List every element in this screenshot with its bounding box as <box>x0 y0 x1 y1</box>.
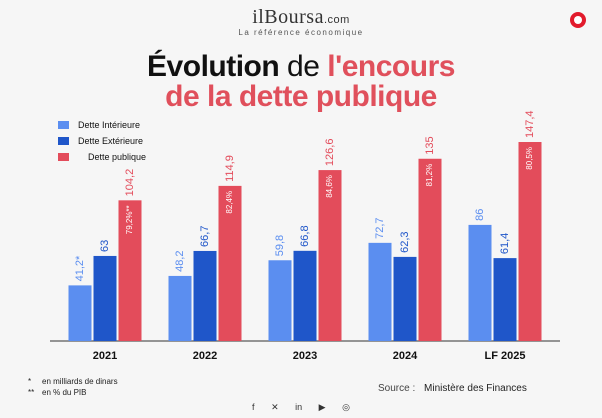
pib-percent-label: 81,2% <box>425 164 434 187</box>
bar-dette-publique <box>318 170 342 341</box>
footnotes: * en milliards de dinars ** en % du PIB <box>28 376 118 398</box>
legend-item-dette-publique: Dette publique <box>58 149 146 165</box>
pib-percent-label: 79,2%** <box>125 205 134 234</box>
x-tick-label: 2021 <box>93 350 117 362</box>
footnote-marker: * <box>28 377 32 386</box>
bar-value-label: 59,8 <box>274 235 286 256</box>
bar-value-label: 114,9 <box>224 155 236 182</box>
bar-value-label: 48,2 <box>174 251 186 272</box>
page-title: Évolution de l'encours <box>0 52 602 82</box>
facebook-icon[interactable]: f <box>252 402 255 412</box>
brand-logo[interactable]: ilBoursa.com <box>0 6 602 29</box>
social-links: f ✕ in ▶ ◎ <box>0 402 602 413</box>
bar-dette-exterieure <box>193 250 217 341</box>
bar-value-label: 126,6 <box>324 139 336 167</box>
footnote-marker: ** <box>28 388 35 397</box>
pib-percent-label: 84,6% <box>325 175 334 198</box>
brand-name: ilBoursa <box>252 6 324 28</box>
brand-suffix: .com <box>323 14 350 26</box>
bar-value-label: 66,8 <box>299 225 311 246</box>
source-label: Source : <box>378 383 416 394</box>
title-part2: de <box>287 50 320 83</box>
bar-dette-publique <box>518 142 542 341</box>
bar-dette-publique <box>118 200 142 341</box>
legend-swatch <box>58 121 69 129</box>
bar-dette-exterieure <box>393 256 417 341</box>
bar-dette-interieure <box>368 242 392 341</box>
legend-label: Dette Extérieure <box>78 136 144 146</box>
brand-tagline: La référence économique <box>238 28 364 37</box>
bar-dette-exterieure <box>93 255 117 341</box>
bar-dette-interieure <box>68 285 92 341</box>
pib-percent-label: 80,5% <box>525 147 534 170</box>
bar-value-label: 86 <box>474 209 486 221</box>
bar-dette-interieure <box>168 275 192 341</box>
bar-dette-exterieure <box>493 258 517 341</box>
bar-dette-exterieure <box>293 250 317 341</box>
tunisia-flag-icon <box>570 12 586 28</box>
bar-value-label: 72,7 <box>374 217 386 238</box>
linkedin-icon[interactable]: in <box>295 402 303 412</box>
footnote-text: en % du PIB <box>42 388 87 397</box>
source-value: Ministère des Finances <box>424 383 527 394</box>
title-part3: l'encours <box>327 50 455 83</box>
chart-legend: Dette Intérieure Dette Extérieure Dette … <box>58 117 146 165</box>
bar-value-label: 135 <box>424 136 436 154</box>
x-tick-label: LF 2025 <box>485 350 526 362</box>
page-title-line2: de la dette publique <box>165 80 437 113</box>
source-credit: Source : Ministère des Finances <box>378 383 527 394</box>
x-tick-label: 2023 <box>293 350 317 362</box>
footnote-text: en milliards de dinars <box>42 377 118 386</box>
legend-item-dette-interieure: Dette Intérieure <box>58 117 146 133</box>
bar-value-label: 63 <box>99 240 111 252</box>
x-tick-label: 2024 <box>393 350 418 362</box>
legend-label: Dette Intérieure <box>78 120 141 130</box>
x-twitter-icon[interactable]: ✕ <box>271 402 279 412</box>
bar-value-label: 61,4 <box>499 233 511 254</box>
bar-value-label: 147,4 <box>524 110 536 138</box>
bar-dette-publique <box>418 158 442 341</box>
legend-swatch <box>58 137 69 145</box>
title-part1: Évolution <box>147 50 280 83</box>
bar-value-label: 66,7 <box>199 226 211 247</box>
youtube-icon[interactable]: ▶ <box>318 402 326 412</box>
bar-value-label: 104,2 <box>124 169 136 197</box>
x-tick-label: 2022 <box>193 350 217 362</box>
instagram-icon[interactable]: ◎ <box>342 402 350 412</box>
bar-value-label: 41,2* <box>74 255 86 281</box>
bar-dette-interieure <box>268 260 292 341</box>
bar-dette-interieure <box>468 224 492 341</box>
bar-dette-publique <box>218 185 242 341</box>
pib-percent-label: 82,4% <box>225 191 234 214</box>
legend-item-dette-exterieure: Dette Extérieure <box>58 133 146 149</box>
legend-swatch <box>58 153 69 161</box>
legend-label: Dette publique <box>88 152 147 162</box>
bar-value-label: 62,3 <box>399 231 411 252</box>
